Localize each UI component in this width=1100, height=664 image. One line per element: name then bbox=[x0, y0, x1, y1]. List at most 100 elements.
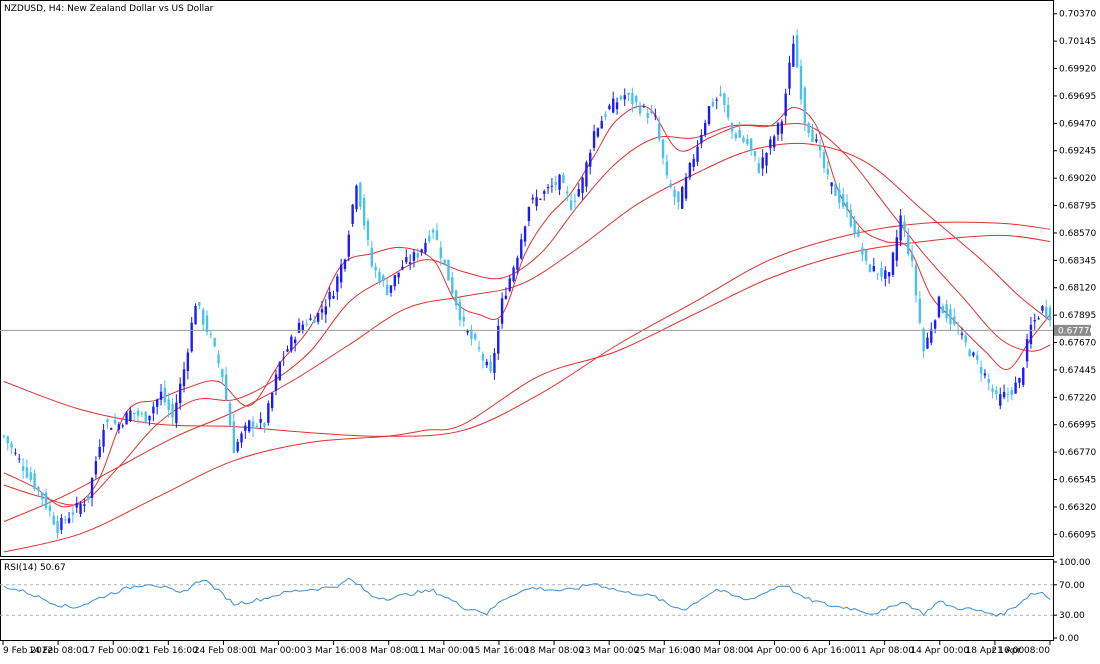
candle-body bbox=[209, 333, 213, 335]
candle-body bbox=[887, 272, 891, 277]
candle-body bbox=[803, 87, 807, 124]
candle-body bbox=[435, 230, 439, 240]
rsi-tick-label: 30.00 bbox=[1059, 611, 1085, 621]
candle-body bbox=[339, 264, 343, 283]
price-axis: 0.70370 0.70145 0.69920 0.69695 0.69470 0.692… bbox=[1053, 10, 1096, 540]
candle-body bbox=[485, 361, 488, 366]
candle-body bbox=[746, 139, 749, 145]
candle-body bbox=[71, 512, 75, 515]
candle-body bbox=[723, 93, 726, 105]
candle-body bbox=[991, 388, 994, 392]
candle-body bbox=[278, 361, 282, 380]
candle-body bbox=[937, 296, 941, 318]
candle-body bbox=[1045, 307, 1048, 317]
candle-body bbox=[742, 137, 745, 143]
candle-body bbox=[1010, 389, 1013, 395]
candle-body bbox=[788, 62, 791, 89]
candle-body bbox=[968, 349, 971, 357]
candle-body bbox=[910, 253, 914, 261]
candle-body bbox=[347, 234, 350, 257]
candle-body bbox=[665, 161, 669, 176]
price-tick-label: 0.66320 bbox=[1059, 503, 1096, 513]
candle-body bbox=[136, 410, 140, 416]
rsi-tick-label: 0.00 bbox=[1059, 634, 1079, 644]
time-tick-label: 21 Feb 16:00 bbox=[139, 646, 198, 656]
candle-body bbox=[412, 252, 416, 261]
candle-body bbox=[818, 145, 822, 151]
candle-body bbox=[221, 368, 224, 378]
candle-body bbox=[650, 110, 653, 114]
candle-body bbox=[822, 152, 826, 168]
candle-body bbox=[753, 150, 757, 157]
candle-body bbox=[807, 123, 810, 134]
candle-body bbox=[286, 349, 289, 352]
candle-body bbox=[159, 391, 163, 400]
candle-body bbox=[67, 518, 71, 523]
main-plot-border bbox=[0, 0, 1054, 557]
price-tick-label: 0.66095 bbox=[1059, 530, 1096, 540]
candle-body bbox=[872, 265, 875, 271]
candle-body bbox=[562, 174, 565, 183]
candle-body bbox=[110, 428, 113, 430]
time-tick-label: 1 Mar 00:00 bbox=[251, 646, 306, 656]
candle-body bbox=[336, 276, 339, 292]
candle-body bbox=[129, 410, 132, 422]
candle-body bbox=[941, 306, 944, 314]
rsi-line bbox=[3, 577, 1051, 617]
price-tick-label: 0.66995 bbox=[1059, 421, 1096, 431]
candle-body bbox=[205, 315, 209, 333]
candle-body bbox=[834, 183, 837, 196]
rsi-panel: 100.00 70.00 30.00 0.00 bbox=[0, 558, 1091, 644]
candle-body bbox=[841, 194, 845, 207]
candle-body bbox=[592, 131, 596, 148]
candle-body bbox=[14, 452, 17, 454]
candle-body bbox=[217, 354, 220, 364]
candle-body bbox=[424, 242, 427, 253]
candle-body bbox=[979, 367, 983, 374]
candle-body bbox=[25, 467, 29, 478]
candle-body bbox=[654, 115, 657, 117]
moving-average-line bbox=[3, 142, 1051, 523]
time-tick-label: 17 Feb 00:00 bbox=[84, 646, 143, 656]
candle-body bbox=[715, 99, 718, 101]
candle-body bbox=[1033, 319, 1036, 322]
candle-body bbox=[504, 295, 508, 299]
candle-body bbox=[332, 296, 335, 299]
candle-body bbox=[619, 96, 623, 100]
candle-body bbox=[700, 135, 703, 144]
candle-body bbox=[577, 189, 580, 197]
candle-body bbox=[895, 237, 898, 261]
current-price-tag bbox=[1054, 324, 1091, 336]
price-tick-label: 0.69020 bbox=[1059, 174, 1096, 184]
candle-body bbox=[891, 252, 895, 275]
candle-body bbox=[320, 309, 324, 313]
candle-body bbox=[508, 278, 511, 291]
price-tick-label: 0.68120 bbox=[1059, 284, 1096, 294]
price-tick-label: 0.67670 bbox=[1059, 339, 1096, 349]
candle-body bbox=[600, 120, 603, 129]
candle-body bbox=[21, 466, 25, 471]
candle-body bbox=[408, 262, 412, 265]
candle-body bbox=[922, 328, 925, 352]
candle-body bbox=[190, 322, 193, 352]
candle-body bbox=[18, 458, 21, 460]
candle-body bbox=[631, 93, 634, 105]
candle-body bbox=[328, 292, 331, 300]
candle-body bbox=[10, 443, 13, 448]
candle-body bbox=[581, 177, 584, 193]
candle-body bbox=[83, 504, 86, 506]
candle-body bbox=[481, 354, 485, 361]
candle-body bbox=[148, 415, 151, 421]
candle-body bbox=[75, 502, 78, 508]
candle-body bbox=[152, 406, 155, 414]
candle-body bbox=[987, 379, 990, 383]
candle-body bbox=[454, 290, 458, 306]
time-tick-label: 8 Mar 08:00 bbox=[362, 646, 417, 656]
candle-body bbox=[297, 322, 301, 333]
candle-body bbox=[830, 182, 833, 187]
candle-body bbox=[378, 271, 381, 283]
candle-body bbox=[543, 191, 546, 194]
candle-body bbox=[558, 174, 561, 190]
candle-body bbox=[439, 247, 442, 259]
candle-body bbox=[596, 128, 600, 137]
